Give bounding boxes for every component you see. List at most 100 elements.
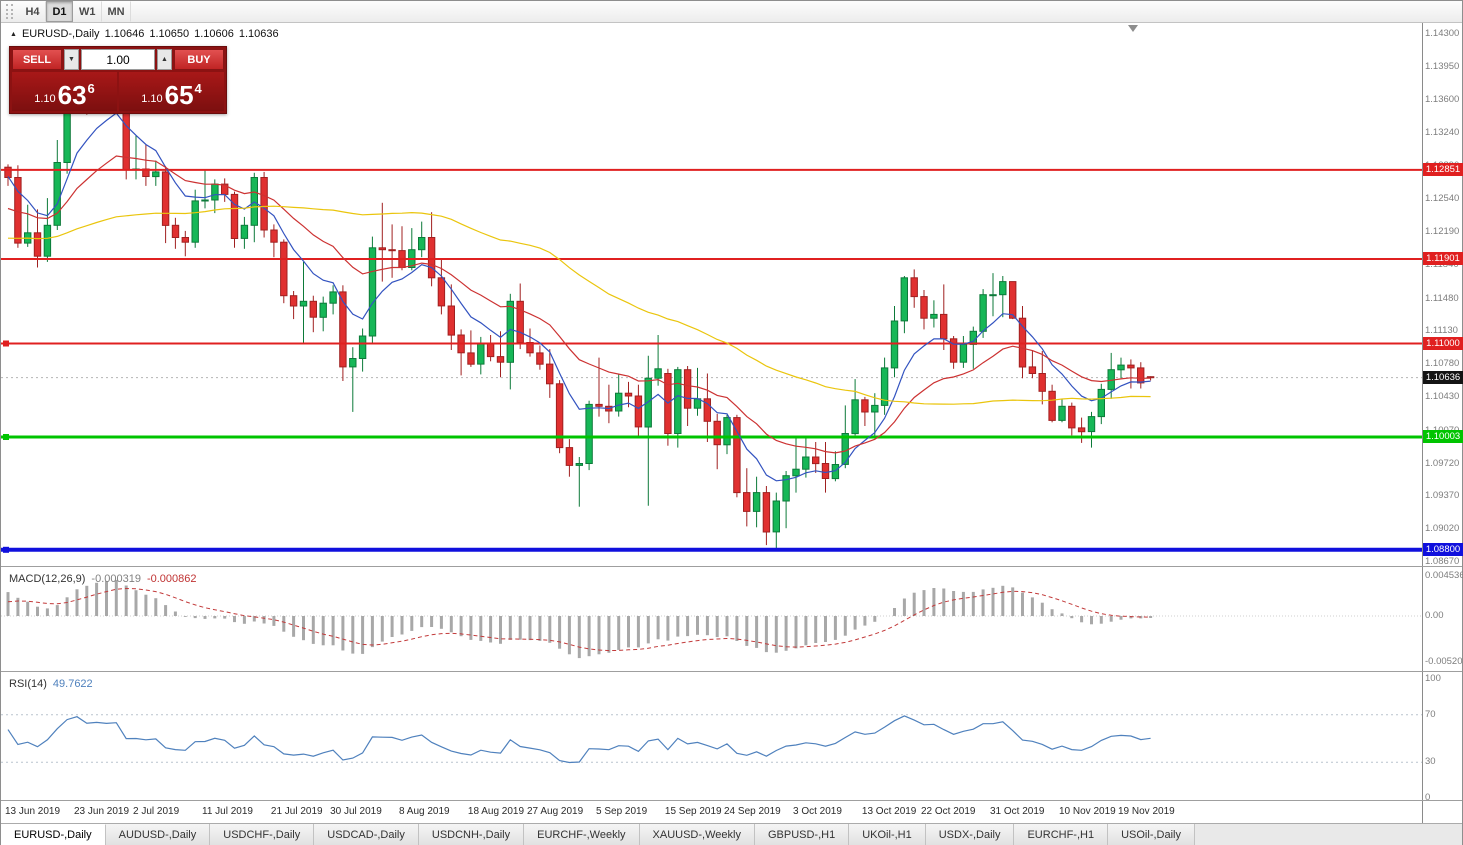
ohlc-low: 1.10606 (194, 28, 234, 40)
timeframe-button-W1[interactable]: W1 (73, 1, 102, 22)
candle (181, 230, 190, 257)
time-axis-label: 19 Nov 2019 (1118, 806, 1175, 817)
rsi-svg (1, 714, 1422, 764)
candle (546, 349, 554, 398)
time-axis-label: 15 Sep 2019 (664, 806, 722, 817)
rsi-pane[interactable] (1, 672, 1422, 800)
candle (733, 414, 741, 498)
candle (969, 326, 977, 369)
ohlc-high: 1.10650 (149, 28, 190, 40)
candle (920, 290, 928, 330)
time-axis-label: 11 Jul 2019 (202, 806, 253, 817)
price-level-badge: 1.12851 (1423, 162, 1463, 176)
sell-price-display[interactable]: 1.10 63 6 (12, 72, 117, 111)
candle (880, 357, 889, 415)
time-axis-label: 23 Jun 2019 (74, 806, 130, 817)
price-level-badge: 1.08800 (1423, 542, 1463, 556)
chart-title: ▲ EURUSD-,Daily 1.10646 1.10650 1.10606 … (10, 28, 279, 40)
moving-average-line-1 (7, 155, 1151, 454)
candle (221, 178, 229, 202)
candle (615, 374, 623, 417)
candle (792, 438, 800, 493)
buy-price-display[interactable]: 1.10 65 4 (119, 72, 224, 111)
price-tick-label: 1.12540 (1425, 193, 1460, 205)
time-axis-label: 2 Jul 2019 (133, 806, 180, 817)
candle (1009, 281, 1017, 320)
rsi-axis-label: 100 (1425, 673, 1441, 684)
price-tick-label: 1.10430 (1425, 390, 1460, 402)
buy-button[interactable]: BUY (174, 49, 224, 70)
candle (53, 140, 61, 230)
chart-tab[interactable]: USDCNH-,Daily (418, 824, 525, 845)
candle (24, 204, 32, 247)
buy-price-small: 1.10 (141, 93, 163, 105)
chart-shift-marker (1128, 25, 1138, 32)
time-axis-label: 3 Oct 2019 (793, 806, 842, 817)
candle (388, 224, 396, 278)
candle (201, 169, 209, 209)
candle (772, 492, 780, 551)
macd-axis-label: 0.00 (1425, 610, 1444, 621)
volume-decrease-button[interactable]: ▼ (64, 49, 79, 70)
pane-separator-main-macd[interactable] (1, 566, 1462, 567)
timeframe-button-H4[interactable]: H4 (19, 1, 46, 22)
chart-region: ▲ EURUSD-,Daily 1.10646 1.10650 1.10606 … (1, 23, 1463, 823)
volume-increase-button[interactable]: ▲ (157, 49, 172, 70)
candle (900, 276, 908, 334)
chart-tab[interactable]: XAUUSD-,Weekly (639, 824, 755, 845)
level-line-handle[interactable] (3, 340, 9, 347)
macd-svg (1, 579, 1422, 659)
price-tick-label: 1.11480 (1425, 292, 1459, 304)
rsi-line (7, 715, 1151, 764)
level-line-handle[interactable] (3, 546, 9, 553)
macd-axis-label: -0.005205 (1425, 655, 1463, 667)
macd-pane[interactable] (1, 567, 1422, 671)
pane-separator-macd-rsi[interactable] (1, 671, 1462, 672)
candle (644, 355, 652, 506)
chart-tab[interactable]: GBPUSD-,H1 (754, 824, 850, 845)
chart-tab[interactable]: USDCHF-,Daily (210, 824, 315, 845)
candle (851, 379, 859, 436)
candle (634, 384, 643, 439)
sell-button[interactable]: SELL (12, 49, 62, 70)
macd-name: MACD(12,26,9) (9, 573, 86, 585)
chart-tab[interactable]: EURCHF-,H1 (1014, 824, 1109, 845)
candle (191, 189, 199, 248)
candle (152, 160, 160, 186)
chart-tab[interactable]: EURCHF-,Weekly (524, 824, 640, 845)
level-line-handle[interactable] (3, 434, 9, 440)
price-tick-label: 1.13240 (1425, 127, 1460, 139)
candle (418, 221, 426, 258)
candle (821, 442, 830, 493)
time-axis-label: 13 Oct 2019 (861, 806, 917, 817)
trade-panel-prices: 1.10 63 6 1.10 65 4 (12, 72, 224, 111)
candle (930, 300, 938, 328)
toolbar-grip[interactable] (6, 4, 13, 19)
candle (1058, 398, 1066, 423)
chart-tab[interactable]: USDX-,Daily (925, 824, 1015, 845)
pane-separator-rsi-time[interactable] (1, 800, 1462, 801)
chart-tab[interactable]: AUDUSD-,Daily (105, 824, 211, 845)
candle (1048, 384, 1056, 423)
candle (1068, 402, 1076, 436)
candle (959, 336, 968, 368)
timeframe-button-MN[interactable]: MN (102, 1, 131, 22)
moving-average-line-2 (7, 205, 1151, 405)
price-level-badge: 1.10003 (1423, 430, 1463, 443)
timeframe-toolbar: H4 D1 W1 MN (1, 1, 1462, 23)
chart-tab[interactable]: USDCAD-,Daily (314, 824, 419, 845)
candle (319, 296, 327, 332)
chart-tab[interactable]: USOil-,Daily (1108, 824, 1195, 845)
candle (457, 329, 465, 376)
timeframe-button-D1[interactable]: D1 (46, 1, 73, 22)
candle (693, 367, 702, 416)
chart-tab[interactable]: EURUSD-,Daily (1, 824, 106, 845)
one-click-trading-panel: SELL ▼ ▲ BUY 1.10 63 6 1.10 65 4 (9, 46, 227, 114)
candle (260, 171, 268, 238)
candle (43, 198, 52, 262)
candle (743, 468, 751, 527)
volume-input[interactable] (81, 49, 155, 70)
rsi-axis-label: 0 (1425, 792, 1431, 803)
chart-tab[interactable]: UKOil-,H1 (849, 824, 926, 845)
candle (752, 476, 761, 528)
